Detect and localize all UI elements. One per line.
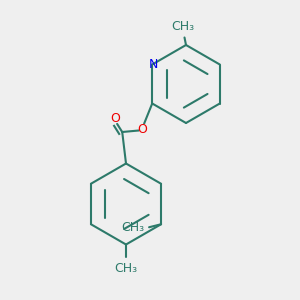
Text: O: O	[137, 122, 147, 136]
Text: O: O	[110, 112, 120, 125]
Text: CH₃: CH₃	[171, 20, 195, 33]
Text: N: N	[149, 58, 158, 71]
Text: CH₃: CH₃	[114, 262, 138, 275]
Text: CH₃: CH₃	[122, 221, 145, 234]
